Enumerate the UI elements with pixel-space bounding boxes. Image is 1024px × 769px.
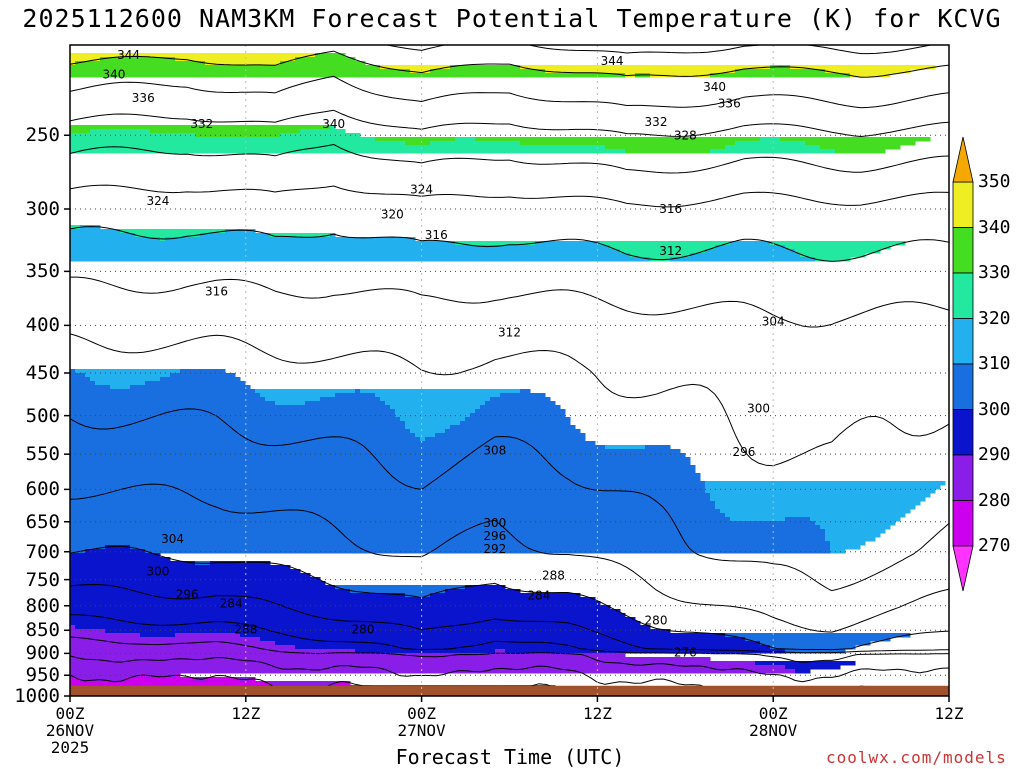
- contour-lines: [70, 45, 949, 696]
- contour-label: 340: [102, 67, 125, 81]
- y-tick-label: 800: [25, 594, 60, 617]
- contour-label: 308: [483, 443, 506, 457]
- contour-label: 336: [132, 91, 155, 105]
- y-tick-label: 1000: [14, 685, 60, 707]
- contour-label: 304: [161, 532, 184, 546]
- contour-label: 336: [718, 96, 741, 110]
- y-tick-label: 350: [25, 260, 60, 283]
- x-tick-label: 00Z 26NOV 2025: [45, 704, 95, 757]
- y-tick-label: 300: [25, 198, 60, 220]
- contour-label: 324: [410, 183, 433, 197]
- contour-label: 288: [542, 568, 565, 582]
- contour-label: 296: [483, 529, 506, 543]
- contour-label: 316: [659, 202, 682, 216]
- plot-frame: [69, 44, 950, 697]
- contour-label: 284: [527, 589, 550, 603]
- contour-label: 316: [205, 285, 228, 299]
- y-tick-label: 550: [25, 443, 60, 466]
- colorbar-label: 270: [978, 535, 1011, 556]
- contour-label: 344: [601, 54, 624, 68]
- y-tick-label: 900: [25, 642, 60, 665]
- colorbar-top-arrow: [952, 136, 974, 183]
- x-tick-label: 00Z 27NOV: [397, 704, 446, 740]
- x-tick-label: 12Z: [231, 704, 261, 723]
- contour-label: 296: [176, 587, 199, 601]
- colorbar-segment: [952, 500, 974, 547]
- contour-label: 324: [146, 194, 169, 208]
- colorbar-segment: [952, 181, 974, 228]
- contour-label: 288: [234, 622, 257, 636]
- y-tick-label: 750: [25, 568, 60, 591]
- colorbar-bottom-arrow: [952, 545, 974, 592]
- y-tick-label: 250: [25, 124, 60, 147]
- terrain-block: [70, 685, 949, 696]
- y-tick-label: 700: [25, 540, 60, 563]
- y-tick-label: 600: [25, 478, 60, 501]
- colorbar-segment: [952, 318, 974, 365]
- colorbar-label: 330: [978, 262, 1011, 283]
- credit-link[interactable]: coolwx.com/models: [826, 748, 1007, 767]
- contour-label: 300: [747, 401, 770, 415]
- y-tick-label: 650: [25, 510, 60, 533]
- contour-label: 296: [732, 445, 755, 459]
- y-tick-label: 450: [25, 362, 60, 384]
- terrain-fill: [70, 685, 949, 696]
- contour-label: 328: [674, 128, 697, 142]
- contour-label: 340: [322, 117, 345, 131]
- contour-label-group: 344 340 336 332 340 344 340 336 332 328 324 324 320 3…: [102, 48, 784, 659]
- y-tick-label: 950: [25, 664, 60, 687]
- colorbar-label: 300: [978, 398, 1011, 420]
- x-tick-label: 12Z: [582, 704, 612, 723]
- colorbar-label: 320: [978, 307, 1011, 329]
- contour-label: 332: [190, 117, 213, 131]
- colorbar-label: 340: [978, 216, 1011, 238]
- y-tick-label: 850: [25, 619, 60, 642]
- contour-label: 300: [146, 564, 169, 578]
- x-axis-title: Forecast Time (UTC): [395, 745, 625, 769]
- x-tick-label: 00Z 28NOV: [749, 704, 798, 740]
- chart-title: 2025112600 NAM3KM Forecast Potential Tem…: [22, 4, 1002, 33]
- colorbar: [952, 136, 974, 592]
- colorbar-segment: [952, 363, 974, 410]
- axis-ticks: [64, 134, 950, 702]
- y-tick-label: 500: [25, 404, 60, 427]
- colorbar-segment: [952, 454, 974, 501]
- contour-label: 332: [645, 115, 668, 129]
- contour-label: 280: [645, 614, 668, 628]
- contour-bands: [70, 53, 946, 696]
- colorbar-label: 310: [978, 353, 1011, 374]
- contour-label: 280: [352, 622, 375, 636]
- x-tick-label: 12Z: [934, 704, 964, 723]
- contour-label: 316: [425, 228, 448, 242]
- colorbar-label: 350: [978, 171, 1011, 192]
- contour-label: 340: [703, 80, 726, 94]
- contour-label: 344: [117, 48, 140, 62]
- contour-label: 312: [659, 244, 682, 258]
- contour-label: 284: [220, 597, 243, 611]
- contour-label: 276: [674, 645, 697, 659]
- colorbar-segment: [952, 272, 974, 319]
- contour-label: 312: [498, 325, 521, 339]
- contour-label: 304: [762, 314, 785, 328]
- colorbar-segment: [952, 227, 974, 274]
- colorbar-segment: [952, 409, 974, 456]
- y-tick-label: 400: [25, 314, 60, 337]
- colorbar-label: 290: [978, 444, 1011, 465]
- contour-label: 320: [381, 207, 404, 221]
- colorbar-label: 280: [978, 489, 1011, 511]
- contour-label: 292: [483, 542, 506, 556]
- contour-label: 300: [483, 516, 506, 530]
